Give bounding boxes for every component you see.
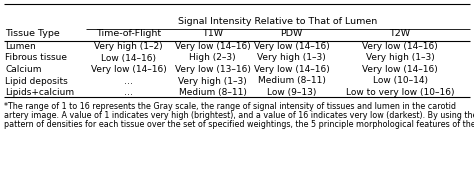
Text: Very high (1–3): Very high (1–3) <box>366 53 435 62</box>
Text: Lipid deposits: Lipid deposits <box>5 77 68 86</box>
Text: *The range of 1 to 16 represents the Gray scale, the range of signal intensity o: *The range of 1 to 16 represents the Gra… <box>4 102 456 111</box>
Text: T1W: T1W <box>202 29 223 38</box>
Text: …: … <box>124 77 133 86</box>
Text: Very low (13–16): Very low (13–16) <box>174 65 250 74</box>
Text: Low (10–14): Low (10–14) <box>373 77 428 86</box>
Text: High (2–3): High (2–3) <box>189 53 236 62</box>
Text: Low (14–16): Low (14–16) <box>101 53 156 62</box>
Text: Very high (1–3): Very high (1–3) <box>178 77 247 86</box>
Text: Medium (8–11): Medium (8–11) <box>258 77 326 86</box>
Text: Very high (1–3): Very high (1–3) <box>257 53 326 62</box>
Text: artery image. A value of 1 indicates very high (brightest), and a value of 16 in: artery image. A value of 1 indicates ver… <box>4 111 474 120</box>
Text: pattern of densities for each tissue over the set of specified weightings, the 5: pattern of densities for each tissue ove… <box>4 120 474 129</box>
Text: Low (9–13): Low (9–13) <box>267 88 317 97</box>
Text: Lipids+calcium: Lipids+calcium <box>5 88 74 97</box>
Text: Very low (14–16): Very low (14–16) <box>362 65 438 74</box>
Text: Lumen: Lumen <box>5 42 36 51</box>
Text: Very low (14–16): Very low (14–16) <box>362 42 438 51</box>
Text: Medium (8–11): Medium (8–11) <box>179 88 246 97</box>
Text: Very low (14–16): Very low (14–16) <box>254 65 329 74</box>
Text: Fibrous tissue: Fibrous tissue <box>5 53 67 62</box>
Text: Tissue Type: Tissue Type <box>5 29 60 38</box>
Text: Very low (14–16): Very low (14–16) <box>91 65 166 74</box>
Text: Calcium: Calcium <box>5 65 42 74</box>
Text: Very low (14–16): Very low (14–16) <box>174 42 250 51</box>
Text: Time-of-Flight: Time-of-Flight <box>96 29 161 38</box>
Text: Very low (14–16): Very low (14–16) <box>254 42 329 51</box>
Text: T2W: T2W <box>390 29 410 38</box>
Text: Low to very low (10–16): Low to very low (10–16) <box>346 88 455 97</box>
Text: Signal Intensity Relative to That of Lumen: Signal Intensity Relative to That of Lum… <box>178 17 377 26</box>
Text: PDW: PDW <box>281 29 303 38</box>
Text: …: … <box>124 88 133 97</box>
Text: Very high (1–2): Very high (1–2) <box>94 42 163 51</box>
